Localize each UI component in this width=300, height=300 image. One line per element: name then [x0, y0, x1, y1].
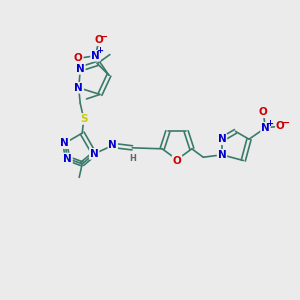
Text: O: O [172, 156, 182, 166]
Text: S: S [80, 114, 88, 124]
Text: O: O [74, 53, 83, 63]
Text: N: N [76, 64, 85, 74]
Text: O: O [95, 35, 103, 45]
Text: N: N [61, 138, 69, 148]
Text: H: H [129, 154, 136, 163]
Text: N: N [74, 83, 83, 93]
Text: N: N [218, 134, 226, 144]
Text: N: N [91, 51, 100, 61]
Text: −: − [100, 32, 109, 41]
Text: −: − [281, 118, 290, 128]
Text: N: N [108, 140, 117, 150]
Text: +: + [266, 118, 274, 127]
Text: N: N [63, 154, 72, 164]
Text: N: N [90, 149, 98, 159]
Text: +: + [96, 46, 103, 55]
Text: O: O [276, 121, 285, 131]
Text: N: N [261, 123, 270, 133]
Text: N: N [218, 150, 226, 160]
Text: O: O [259, 107, 268, 117]
